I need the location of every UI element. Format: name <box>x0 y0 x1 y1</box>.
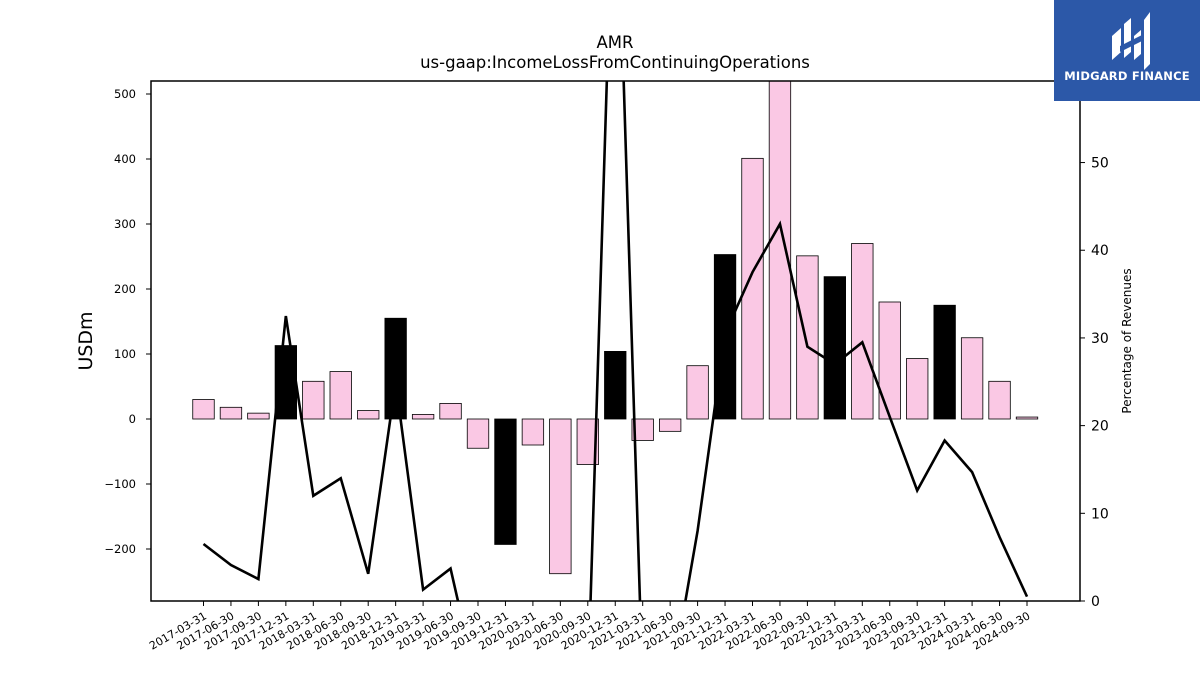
bar <box>988 380 1011 420</box>
bar <box>219 406 243 420</box>
bar <box>384 317 407 420</box>
y-tick-label: 500 <box>114 87 136 101</box>
bar <box>329 371 352 420</box>
bar <box>933 304 956 420</box>
bar <box>659 418 682 432</box>
bar <box>631 418 654 441</box>
y2-tick-label: 10 <box>1091 506 1109 522</box>
bar <box>878 301 901 420</box>
bar <box>302 380 325 420</box>
bar <box>494 418 517 545</box>
y2-tick-label: 50 <box>1091 156 1109 172</box>
bar <box>521 418 545 446</box>
bar <box>192 399 215 420</box>
bar <box>796 255 819 420</box>
bar <box>466 418 490 449</box>
logo-text: MIDGARD FINANCE <box>1064 69 1190 83</box>
y2-tick-label: 40 <box>1091 243 1109 259</box>
y-axis-ticks: −200 −100 0 100 200 300 400 500 <box>104 87 151 556</box>
bar <box>960 337 984 420</box>
y-tick-label: 0 <box>129 412 136 426</box>
bar <box>439 402 462 420</box>
y2-tick-label: 0 <box>1091 594 1100 610</box>
chart-title: AMR <box>597 33 634 52</box>
y2-tick-label: 20 <box>1091 419 1109 435</box>
bar <box>576 418 599 465</box>
y-tick-label: 200 <box>114 282 136 296</box>
percentage-line <box>202 81 1029 601</box>
y-axis-label: USDm <box>75 311 97 370</box>
bar <box>741 157 764 420</box>
y2-axis-ticks: 0 10 20 30 40 50 <box>1080 156 1109 610</box>
bar <box>604 350 627 420</box>
bar <box>686 365 709 420</box>
y-tick-label: 400 <box>114 152 136 166</box>
bar <box>823 276 846 420</box>
midgard-logo-icon <box>1112 12 1150 70</box>
x-axis-ticks: 2017-03-312017-06-302017-09-302017-12-31… <box>147 601 1033 653</box>
y-tick-label: −100 <box>104 477 136 491</box>
bar <box>247 412 270 420</box>
line-series <box>202 81 1029 601</box>
bar <box>357 410 380 420</box>
y2-tick-label: 30 <box>1091 331 1109 347</box>
bar <box>549 418 572 575</box>
bar-series <box>192 80 1039 575</box>
bar <box>1015 416 1039 420</box>
y-tick-label: −200 <box>104 542 136 556</box>
y-tick-label: 300 <box>114 217 136 231</box>
midgard-logo: MIDGARD FINANCE <box>1054 0 1200 101</box>
bar <box>411 414 435 420</box>
y-tick-label: 100 <box>114 347 136 361</box>
bar <box>851 243 874 420</box>
bar <box>768 80 792 420</box>
bar <box>906 358 929 420</box>
chart-subtitle: us-gaap:IncomeLossFromContinuingOperatio… <box>420 53 810 72</box>
y2-axis-label: Percentage of Revenues <box>1120 268 1134 413</box>
